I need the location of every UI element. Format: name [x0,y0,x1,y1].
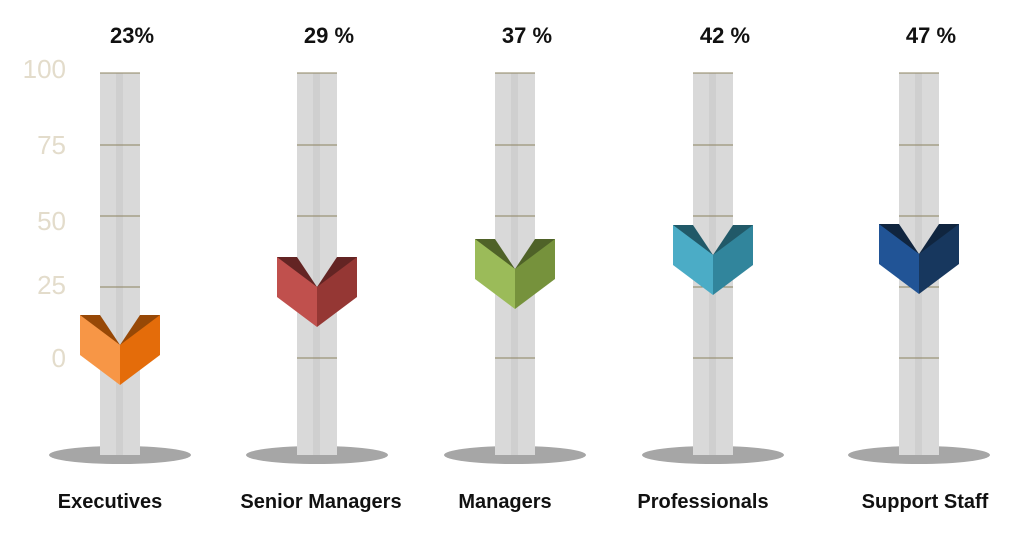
y-tick-label: 75 [37,130,66,160]
y-tick-label: 50 [37,206,66,236]
marker-right-face [317,257,357,327]
y-tick-label: 25 [37,270,66,300]
column-tube-highlight [116,73,123,455]
marker-left-face [80,315,120,385]
category-label: Executives [58,491,163,513]
marker-left-face [879,224,919,294]
marker-right-face [713,225,753,295]
value-label: 37 % [502,23,552,48]
category-label: Support Staff [862,491,989,513]
category-label: Senior Managers [240,491,401,513]
marker-left-face [673,225,713,295]
category-label: Professionals [637,491,768,513]
marker-right-face [120,315,160,385]
marker-left-face [475,239,515,309]
marker-right-face [919,224,959,294]
value-label: 29 % [304,23,354,48]
y-tick-label: 0 [52,343,66,373]
value-label: 23% [110,23,154,48]
marker-left-face [277,257,317,327]
column-tube-highlight [313,73,320,455]
value-label: 47 % [906,23,956,48]
y-tick-label: 100 [23,54,66,84]
category-label: Managers [458,491,551,513]
marker-right-face [515,239,555,309]
value-label: 42 % [700,23,750,48]
column-tube-highlight [511,73,518,455]
